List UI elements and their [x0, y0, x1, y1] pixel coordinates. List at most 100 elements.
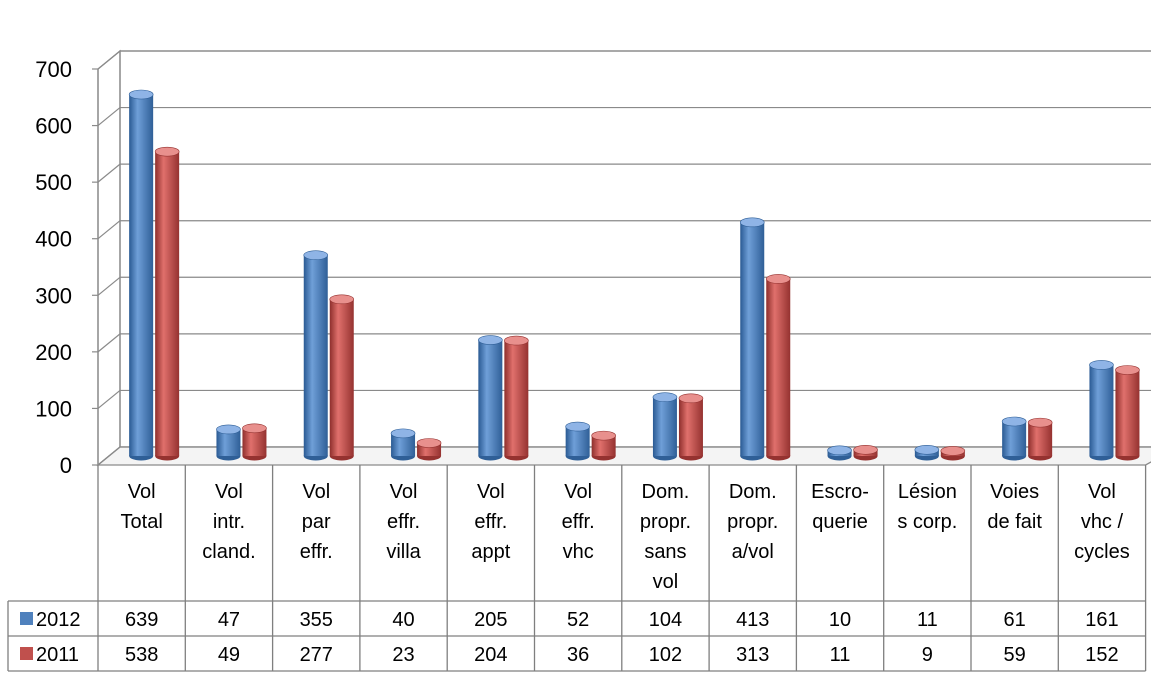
- gridline-depth: [97, 163, 121, 183]
- category-label: Vol: [1088, 481, 1116, 503]
- data-label: 205: [474, 609, 507, 631]
- data-label: 277: [300, 644, 333, 666]
- category-label: effr.: [562, 511, 595, 533]
- bar-2011-6: [678, 393, 704, 461]
- category-label: vhc: [563, 541, 594, 563]
- gridline-depth: [97, 446, 121, 466]
- y-tick-label: 400: [35, 227, 72, 252]
- data-label: 413: [736, 609, 769, 631]
- y-tick-label: 700: [35, 57, 72, 82]
- data-label: 11: [917, 609, 938, 631]
- bar-2012-3: [390, 428, 416, 461]
- bar-2012-11: [1089, 360, 1114, 461]
- data-label: 313: [736, 644, 769, 666]
- data-label: 10: [829, 609, 851, 631]
- data-label: 204: [474, 644, 507, 666]
- bar-2011-1: [242, 423, 267, 461]
- bar-2012-0: [128, 89, 154, 461]
- category-label: Dom.: [729, 481, 777, 503]
- legend-label: 2012: [36, 609, 81, 631]
- category-label: vol: [653, 571, 679, 593]
- category-label: effr.: [474, 511, 507, 533]
- bar-2011-10: [1027, 417, 1053, 461]
- data-table: Vol Total Vol intr. cland. Vol par effr. Vol effr…: [7, 465, 1147, 672]
- data-label: 161: [1085, 609, 1118, 631]
- data-label: 52: [567, 609, 589, 631]
- category-label: intr.: [213, 511, 245, 533]
- data-label: 11: [830, 644, 851, 666]
- y-tick-label: 500: [35, 170, 72, 195]
- bar-2012-8: [827, 445, 852, 461]
- category-label: propr.: [640, 511, 691, 533]
- category-label: Dom.: [642, 481, 690, 503]
- category-label: villa: [386, 541, 421, 563]
- y-tick-label: 0: [60, 453, 72, 478]
- y-tick-label: 300: [35, 283, 72, 308]
- category-label: Escro-: [811, 481, 869, 503]
- bar-2012-2: [303, 250, 329, 461]
- bar-2011-4: [504, 335, 529, 461]
- gridline-depth: [97, 276, 121, 296]
- data-label: 40: [392, 609, 414, 631]
- data-label: 61: [1004, 609, 1026, 631]
- legend-swatch-2011: [20, 647, 33, 660]
- category-label: sans: [644, 541, 686, 563]
- bars: [128, 89, 1140, 461]
- data-label: 102: [649, 644, 682, 666]
- gridline-depth: [97, 107, 121, 127]
- data-label: 36: [567, 644, 589, 666]
- category-label: effr.: [300, 541, 333, 563]
- category-label: a/vol: [732, 541, 774, 563]
- legend-swatch-2012: [20, 612, 33, 625]
- data-label: 49: [218, 644, 240, 666]
- gridline-depth: [97, 220, 121, 240]
- category-label: Vol: [302, 481, 330, 503]
- category-label: Lésion: [898, 481, 957, 503]
- back-wall: [119, 50, 1151, 448]
- category-label: Total: [121, 511, 163, 533]
- bar-2011-11: [1115, 365, 1140, 461]
- category-label: cycles: [1074, 541, 1130, 563]
- category-label: par: [302, 511, 331, 533]
- category-label: vhc /: [1081, 511, 1124, 533]
- data-label: 47: [218, 609, 240, 631]
- data-label: 152: [1085, 644, 1118, 666]
- bar-2011-8: [853, 444, 878, 461]
- bar-2011-9: [940, 446, 966, 461]
- bar-2011-7: [765, 274, 791, 461]
- data-label: 23: [392, 644, 414, 666]
- y-tick-label: 200: [35, 340, 72, 365]
- category-label: Vol: [128, 481, 156, 503]
- bar-2011-5: [591, 430, 616, 461]
- gridlines: [97, 50, 1151, 466]
- category-label: appt: [471, 541, 510, 563]
- data-label: 538: [125, 644, 158, 666]
- legend-label: 2011: [36, 644, 79, 666]
- y-tick-label: 600: [35, 114, 72, 139]
- bar-2011-2: [329, 294, 355, 461]
- gridline-depth: [97, 50, 121, 70]
- bar-2012-1: [216, 424, 241, 461]
- data-label: 59: [1004, 644, 1026, 666]
- gridline-depth: [97, 389, 121, 409]
- gridline-depth: [97, 333, 121, 353]
- bar-2012-9: [914, 444, 940, 461]
- bar-2012-5: [565, 421, 590, 461]
- y-axis: 0 100 200 300 400 500 600 700: [35, 57, 99, 478]
- bar-2012-6: [652, 392, 678, 461]
- category-label: Voies: [990, 481, 1039, 503]
- category-label: effr.: [387, 511, 420, 533]
- category-label: de fait: [987, 511, 1042, 533]
- data-label: 104: [649, 609, 682, 631]
- chart-walls: [96, 49, 1151, 467]
- bar-2012-7: [739, 217, 765, 461]
- category-label: querie: [812, 511, 868, 533]
- data-label: 9: [922, 644, 933, 666]
- category-label: cland.: [202, 541, 255, 563]
- category-label: Vol: [390, 481, 418, 503]
- bar-2011-0: [154, 146, 180, 461]
- category-label: Vol: [564, 481, 592, 503]
- category-label: Vol: [477, 481, 505, 503]
- side-wall: [97, 49, 121, 467]
